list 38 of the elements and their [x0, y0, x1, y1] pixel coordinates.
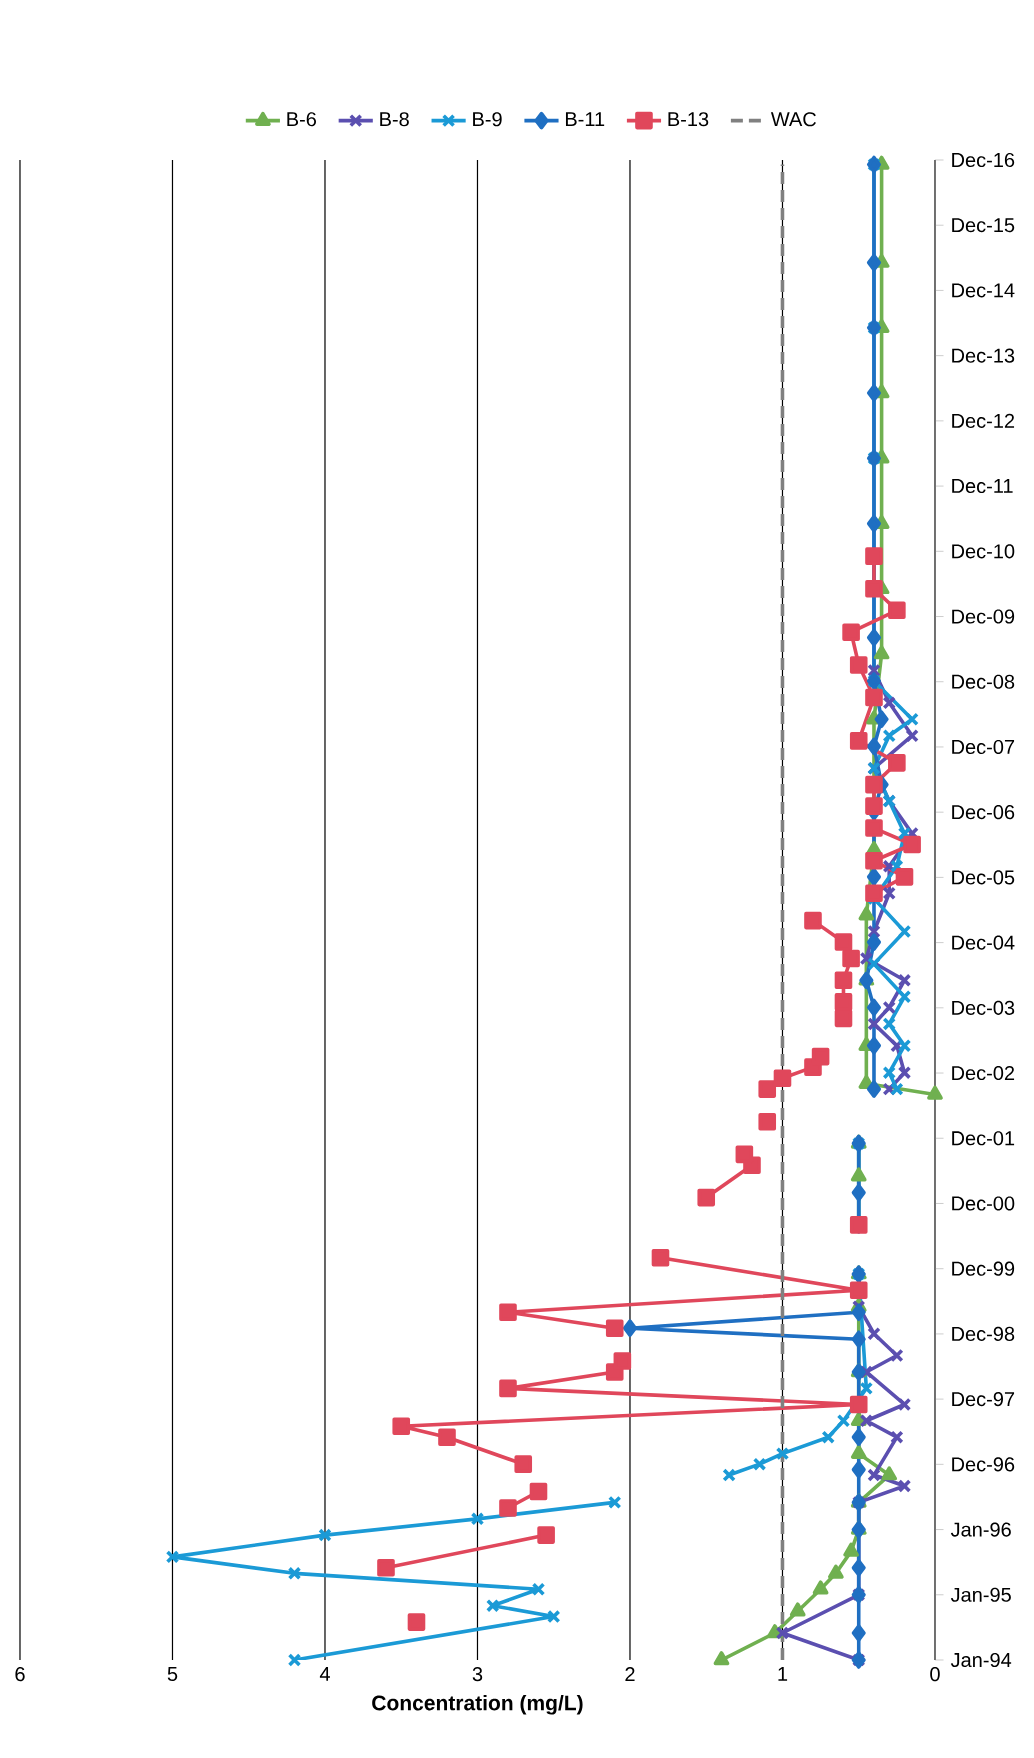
y-tick-label: Dec-16 [952, 152, 1015, 168]
y-tick-label: Dec-08 [952, 674, 1015, 689]
y-tick-label: Dec-01 [952, 1131, 1015, 1146]
x-tick-label: 1 [778, 1667, 788, 1681]
y-tick-label: Dec-12 [952, 413, 1015, 428]
y-tick-label: Dec-98 [952, 1326, 1015, 1341]
y-tick-label: Dec-15 [952, 218, 1015, 233]
x-tick-label: 4 [319, 1667, 330, 1681]
x-axis-title: Concentration (mg/L) [372, 1694, 583, 1715]
y-tick-label: Dec-96 [952, 1457, 1015, 1472]
y-tick-label: Dec-14 [952, 283, 1015, 298]
y-tick-label: Dec-07 [952, 739, 1015, 755]
y-tick-label: Dec-13 [952, 348, 1015, 363]
y-tick-label: Dec-04 [952, 935, 1015, 950]
y-tick-label: Jan-94 [950, 1652, 1012, 1668]
legend-label: B-6 [287, 112, 316, 127]
legend-label: B-13 [668, 112, 709, 127]
legend-label: B-8 [380, 112, 409, 127]
y-tick-label: Dec-06 [952, 805, 1015, 820]
y-tick-label: Jan-95 [950, 1587, 1011, 1602]
y-tick-label: Dec-02 [952, 1065, 1015, 1081]
y-tick-label: Dec-05 [952, 870, 1015, 885]
x-tick-label: 2 [625, 1667, 635, 1682]
legend-label: B-11 [565, 112, 605, 126]
y-tick-label: Dec-00 [952, 1196, 1015, 1211]
x-tick-label: 0 [930, 1667, 940, 1682]
x-tick-label: 6 [15, 1667, 25, 1682]
y-tick-label: Dec-09 [952, 609, 1015, 624]
legend-label: B-9 [473, 112, 502, 127]
legend-label: WAC [770, 112, 816, 127]
y-tick-label: Dec-03 [952, 1000, 1015, 1015]
y-tick-label: Jan-96 [950, 1522, 1011, 1537]
y-tick-label: Dec-11 [952, 479, 1013, 494]
x-tick-label: 5 [167, 1667, 178, 1681]
y-tick-label: Dec-10 [952, 544, 1015, 559]
y-tick-label: Dec-97 [952, 1392, 1015, 1407]
y-tick-label: Dec-99 [952, 1261, 1015, 1276]
x-tick-label: 3 [472, 1667, 483, 1682]
